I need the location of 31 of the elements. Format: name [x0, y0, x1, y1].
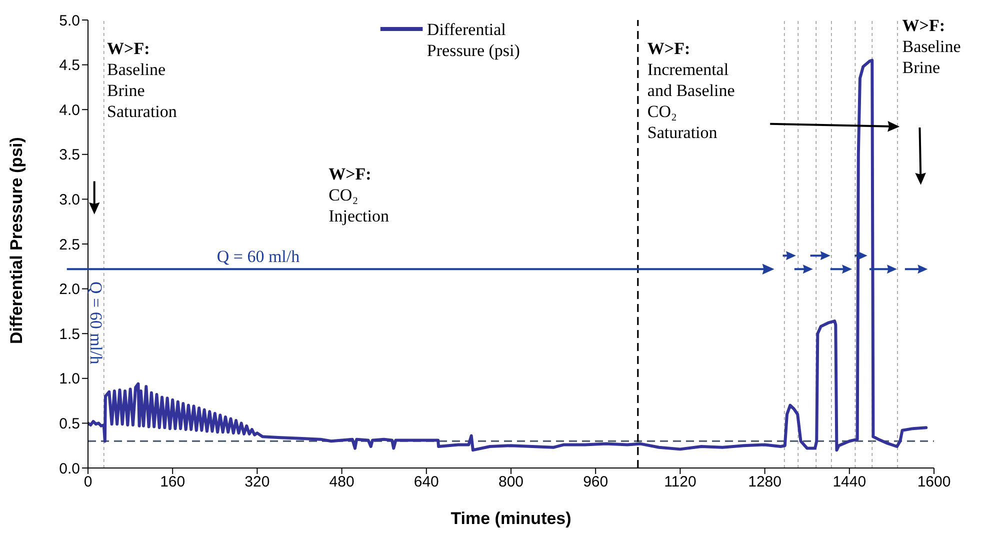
x-tick-label: 320 — [244, 474, 270, 491]
y-tick-label: 3.0 — [59, 192, 80, 209]
annotation: W>F: Incremental and Baseline CO₂ Saturation — [647, 39, 735, 142]
x-tick-label: 160 — [160, 474, 186, 491]
y-tick-label: 0.5 — [59, 416, 80, 433]
x-tick-label: 1440 — [832, 474, 866, 491]
y-tick-label: 1.0 — [59, 370, 80, 388]
y-tick-label: 3.5 — [59, 146, 80, 164]
x-tick-label: 640 — [414, 474, 439, 491]
annotation: W>F: Baseline Brine — [902, 16, 961, 77]
x-tick-label: 1280 — [748, 474, 782, 491]
y-tick-label: 4.0 — [59, 102, 80, 119]
annotation: Q = 60 ml/h — [216, 246, 300, 266]
annotation: Q = 60 ml/h — [86, 281, 106, 365]
x-tick-label: 800 — [498, 474, 524, 491]
y-tick-label: 2.0 — [59, 281, 80, 298]
annotation: W>F: CO₂ Injection — [328, 164, 390, 226]
y-axis-title: Differential Pressure (psi) — [7, 137, 26, 344]
annotation: W>F: Baseline Brine Saturation — [107, 39, 178, 122]
x-tick-label: 1120 — [664, 474, 696, 491]
y-tick-label: 0.0 — [59, 460, 80, 478]
y-tick-label: 4.5 — [59, 57, 80, 74]
x-axis-title: Time (minutes) — [450, 509, 572, 528]
y-tick-label: 1.5 — [59, 326, 80, 343]
x-tick-label: 480 — [329, 474, 354, 491]
y-tick-label: 5.0 — [59, 12, 80, 30]
y-tick-label: 2.5 — [59, 236, 80, 254]
x-tick-label: 1600 — [917, 474, 951, 491]
legend-label: Differential Pressure (psi) — [426, 20, 520, 60]
x-tick-label: 960 — [583, 474, 608, 491]
x-tick-label: 0 — [84, 474, 92, 491]
